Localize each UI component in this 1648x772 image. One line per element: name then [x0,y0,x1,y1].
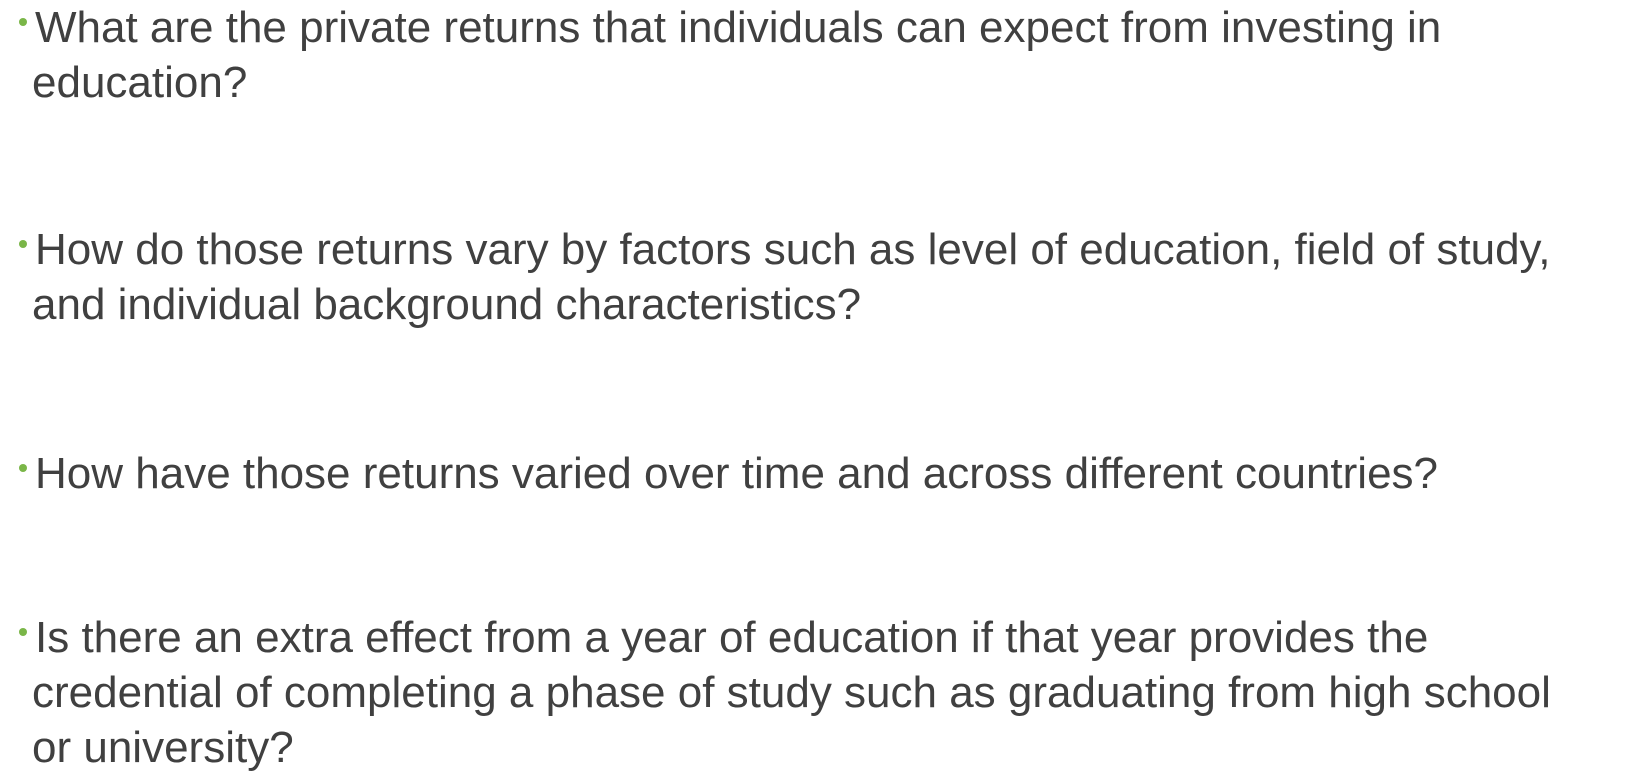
bullet-text: How have those returns varied over time … [35,449,1439,498]
bullet [19,18,27,26]
bullet-item: How have those returns varied over time … [0,446,1648,501]
bullet-item: What are the private returns that indivi… [0,0,1648,110]
bullet-text: How do those returns vary by factors suc… [35,225,1551,274]
bullet [19,464,27,472]
bullet [19,628,27,636]
bullet-item: How do those returns vary by factors suc… [0,222,1648,332]
bullet-text: and individual background characteristic… [32,280,862,329]
bullet-text: or university? [32,723,294,772]
bullet-text: What are the private returns that indivi… [35,3,1442,52]
bullet-item: Is there an extra effect from a year of … [0,610,1648,772]
bullet [19,240,27,248]
bullet-text: Is there an extra effect from a year of … [35,613,1429,662]
bullet-text: credential of completing a phase of stud… [32,668,1551,717]
bullet-text: education? [32,58,248,107]
